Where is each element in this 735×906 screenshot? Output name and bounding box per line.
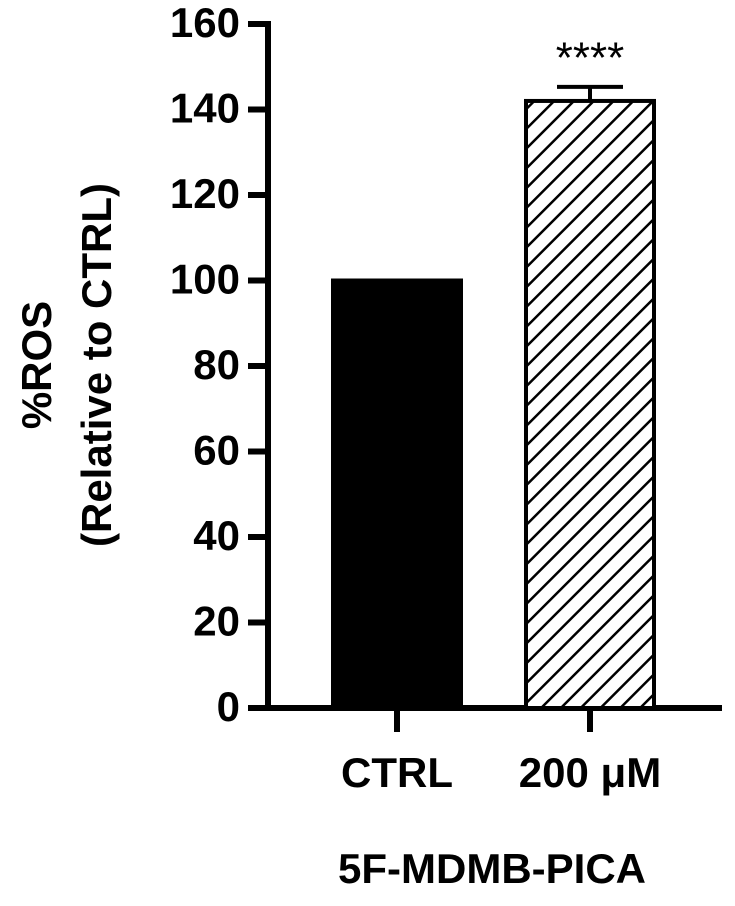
x-tick-label: 200 μM	[519, 749, 661, 796]
bar	[524, 98, 656, 710]
significance-label: ****	[556, 33, 625, 82]
y-tick-label: 160	[170, 0, 240, 46]
x-axis-title: 5F-MDMB-PICA	[338, 845, 646, 892]
y-tick-label: 80	[193, 341, 240, 388]
y-axis-title: %ROS	[13, 301, 60, 429]
y-axis-title: (Relative to CTRL)	[73, 183, 120, 547]
y-tick-label: 100	[170, 256, 240, 303]
y-tick-label: 120	[170, 170, 240, 217]
y-tick-label: 140	[170, 85, 240, 132]
x-tick-label: CTRL	[341, 749, 453, 796]
y-tick-label: 0	[217, 683, 240, 730]
y-tick-label: 60	[193, 427, 240, 474]
y-tick-label: 20	[193, 598, 240, 645]
bar	[331, 278, 463, 710]
y-tick-label: 40	[193, 512, 240, 559]
